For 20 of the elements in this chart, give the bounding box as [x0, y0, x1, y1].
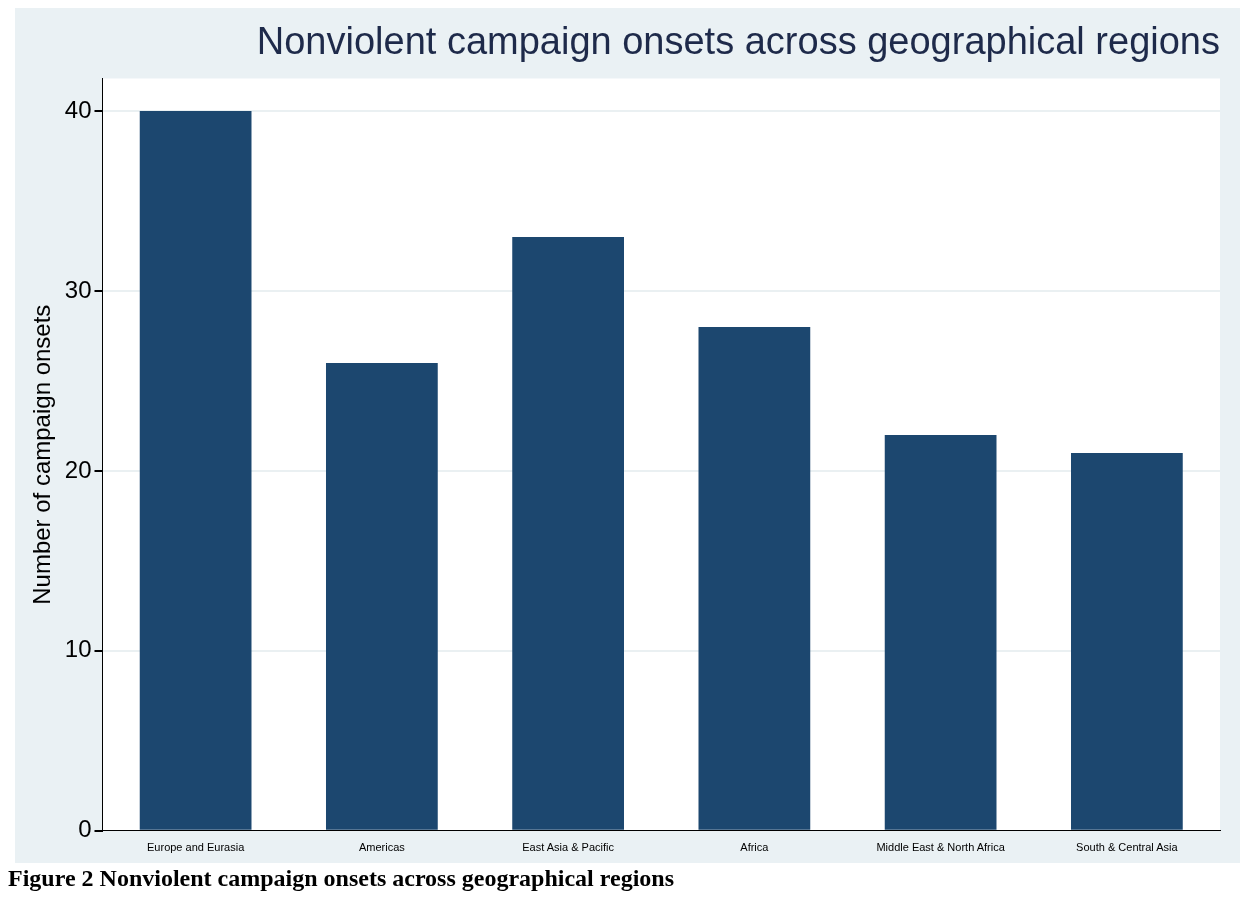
y-tick-label: 20	[64, 455, 92, 483]
y-tick-label: 30	[64, 275, 92, 303]
y-tick-label: 10	[64, 635, 92, 663]
bar	[884, 434, 997, 830]
x-tick-label: Americas	[358, 841, 406, 854]
x-tick-label: East Asia & Pacific	[522, 841, 615, 854]
y-tick-label: 0	[78, 815, 92, 843]
x-tick-label: Africa	[740, 841, 770, 854]
caption: Figure 2 Nonviolent campaign onsets across geographical regions	[8, 865, 675, 892]
bar	[326, 362, 438, 830]
y-tick-label: 40	[64, 95, 92, 123]
x-tick-label: Middle East & North Africa	[876, 841, 1006, 854]
x-tick-label: South & Central Asia	[1076, 841, 1179, 854]
bar	[512, 236, 624, 830]
bar	[1071, 452, 1183, 830]
x-tick-label: Europe and Eurasia	[147, 841, 246, 854]
chart-title: Nonviolent campaign onsets across geographical regions	[256, 20, 1220, 63]
y-axis-title: Number of campaign onsets	[28, 304, 56, 605]
bar	[698, 326, 811, 830]
bar	[139, 110, 252, 830]
